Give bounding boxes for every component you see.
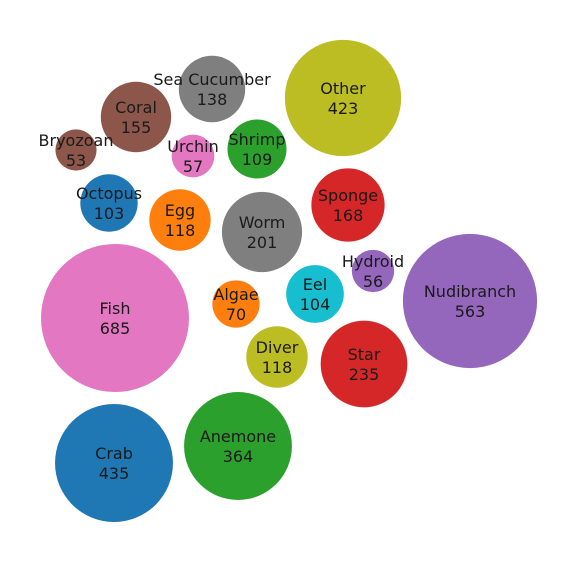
bubble-value-other: 423 xyxy=(328,99,359,118)
bubble-value-egg: 118 xyxy=(165,221,196,240)
bubble-circle-sea-cucumber xyxy=(178,55,246,123)
bubble-value-crab: 435 xyxy=(99,464,130,483)
bubble-value-sponge: 168 xyxy=(333,206,364,225)
bubble-circle-worm xyxy=(221,191,303,273)
bubble-circle-coral xyxy=(100,81,172,153)
bubble-value-worm: 201 xyxy=(247,233,278,252)
bubble-circle-bryozoan xyxy=(55,129,97,171)
bubble-circle-eel xyxy=(286,265,344,323)
bubble-value-diver: 118 xyxy=(262,358,293,377)
bubble-value-octopus: 103 xyxy=(94,204,125,223)
bubble-value-sea-cucumber: 138 xyxy=(197,90,228,109)
bubble-value-star: 235 xyxy=(349,365,380,384)
bubble-circle-algae xyxy=(212,280,260,328)
bubble-label-sponge: Sponge xyxy=(318,186,378,205)
bubble-value-coral: 155 xyxy=(121,118,152,137)
bubble-value-urchin: 57 xyxy=(183,157,203,176)
bubble-circle-urchin xyxy=(171,134,215,178)
bubble-circle-star xyxy=(320,320,408,408)
bubble-label-shrimp: Shrimp xyxy=(228,130,285,149)
bubble-value-shrimp: 109 xyxy=(242,150,273,169)
bubble-label-diver: Diver xyxy=(256,338,299,357)
bubble-circle-shrimp xyxy=(227,119,287,179)
bubble-circle-diver xyxy=(246,326,308,388)
bubble-label-fish: Fish xyxy=(100,299,131,318)
bubble-circle-sponge xyxy=(311,168,385,242)
bubble-circle-other xyxy=(284,39,402,157)
bubble-value-fish: 685 xyxy=(100,319,131,338)
bubble-label-sea-cucumber: Sea Cucumber xyxy=(153,70,271,89)
bubble-label-urchin: Urchin xyxy=(167,137,218,156)
bubble-circle-egg xyxy=(149,189,211,251)
bubble-value-eel: 104 xyxy=(300,295,331,314)
bubble-label-egg: Egg xyxy=(165,201,195,220)
bubble-value-hydroid: 56 xyxy=(363,272,383,291)
bubble-value-algae: 70 xyxy=(226,305,246,324)
bubble-label-coral: Coral xyxy=(115,98,157,117)
bubble-circle-nudibranch xyxy=(402,233,538,369)
bubble-label-other: Other xyxy=(320,79,366,98)
bubble-circle-octopus xyxy=(80,174,138,232)
bubble-label-octopus: Octopus xyxy=(76,184,142,203)
bubble-value-bryozoan: 53 xyxy=(66,151,86,170)
bubble-label-bryozoan: Bryozoan xyxy=(39,131,114,150)
bubble-circle-fish xyxy=(41,244,189,392)
bubble-label-star: Star xyxy=(348,345,381,364)
bubble-label-anemone: Anemone xyxy=(200,427,276,446)
bubble-label-worm: Worm xyxy=(239,213,286,232)
bubble-label-eel: Eel xyxy=(303,275,327,294)
bubble-circle-anemone xyxy=(184,392,292,500)
bubble-label-nudibranch: Nudibranch xyxy=(424,282,516,301)
bubble-label-algae: Algae xyxy=(213,285,258,304)
bubble-label-hydroid: Hydroid xyxy=(342,252,404,271)
bubble-circle-hydroid xyxy=(351,249,395,293)
bubble-label-crab: Crab xyxy=(95,444,133,463)
bubble-value-anemone: 364 xyxy=(223,447,254,466)
bubble-value-nudibranch: 563 xyxy=(455,302,486,321)
bubble-circle-crab xyxy=(55,404,173,522)
